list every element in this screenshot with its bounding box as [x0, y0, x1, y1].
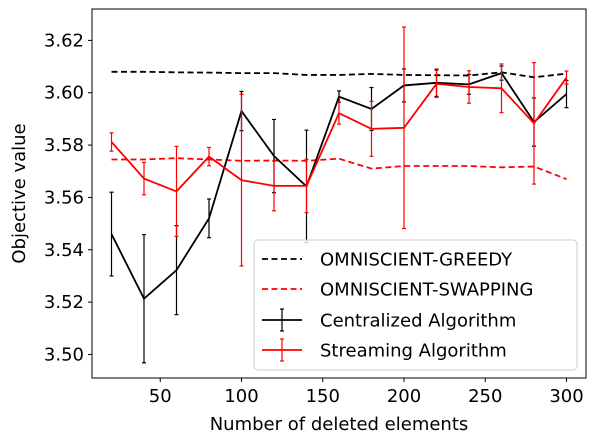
x-tick-label: 250 [468, 386, 502, 407]
legend-item: Streaming Algorithm [262, 338, 507, 362]
x-tick-label: 150 [306, 386, 340, 407]
axes-frame [91, 8, 587, 379]
series-streaming-algorithm [109, 26, 569, 267]
plot-area [109, 26, 569, 364]
x-tick-label: 300 [549, 386, 583, 407]
error-bar [239, 93, 244, 267]
legend-label: Streaming Algorithm [320, 341, 507, 362]
y-axis-label: Objective value [9, 123, 30, 263]
y-tick-label: 3.62 [44, 30, 84, 51]
error-bar [109, 191, 114, 277]
legend-item: OMNISCIENT-GREEDY [262, 250, 513, 271]
error-bar [499, 63, 504, 114]
series-omniscient-swapping [111, 157, 567, 180]
error-bar [467, 70, 471, 104]
y-tick-label: 3.52 [44, 292, 84, 313]
error-bar [272, 160, 276, 212]
x-tick-label: 50 [149, 386, 172, 407]
error-bar [402, 26, 406, 230]
legend-label: OMNISCIENT-SWAPPING [320, 280, 533, 301]
x-axis-label: Number of deleted elements [210, 414, 469, 435]
error-bar [304, 158, 309, 214]
error-bar [142, 161, 146, 196]
error-bar [109, 132, 114, 152]
y-tick-label: 3.56 [44, 187, 84, 208]
legend-item: Centralized Algorithm [262, 308, 516, 332]
legend-label: Centralized Algorithm [320, 311, 516, 332]
error-bar [337, 101, 341, 125]
y-tick-label: 3.60 [44, 83, 84, 104]
error-bar [564, 70, 569, 85]
y-tick-label: 3.50 [44, 344, 84, 365]
series-line [111, 157, 567, 180]
error-bar [532, 62, 536, 185]
y-tick-label: 3.54 [44, 240, 84, 261]
legend-label: OMNISCIENT-GREEDY [320, 250, 513, 271]
x-axis: 50 100 150 200 250 300 [149, 378, 584, 407]
error-bar [174, 145, 179, 238]
y-tick-label: 3.58 [44, 135, 84, 156]
error-bar [369, 100, 374, 157]
y-axis: 3.50 3.52 3.54 3.56 3.58 3.60 3.62 [44, 30, 92, 365]
error-bar [434, 69, 439, 99]
error-bar [207, 198, 211, 239]
x-tick-label: 100 [224, 386, 258, 407]
error-bar [142, 233, 146, 364]
legend-box [253, 239, 578, 371]
error-bar [207, 146, 211, 167]
legend: OMNISCIENT-GREEDY OMNISCIENT-SWAPPING Cent… [253, 239, 578, 371]
x-tick-label: 200 [387, 386, 421, 407]
legend-item: OMNISCIENT-SWAPPING [262, 280, 533, 301]
error-bar [174, 225, 179, 316]
